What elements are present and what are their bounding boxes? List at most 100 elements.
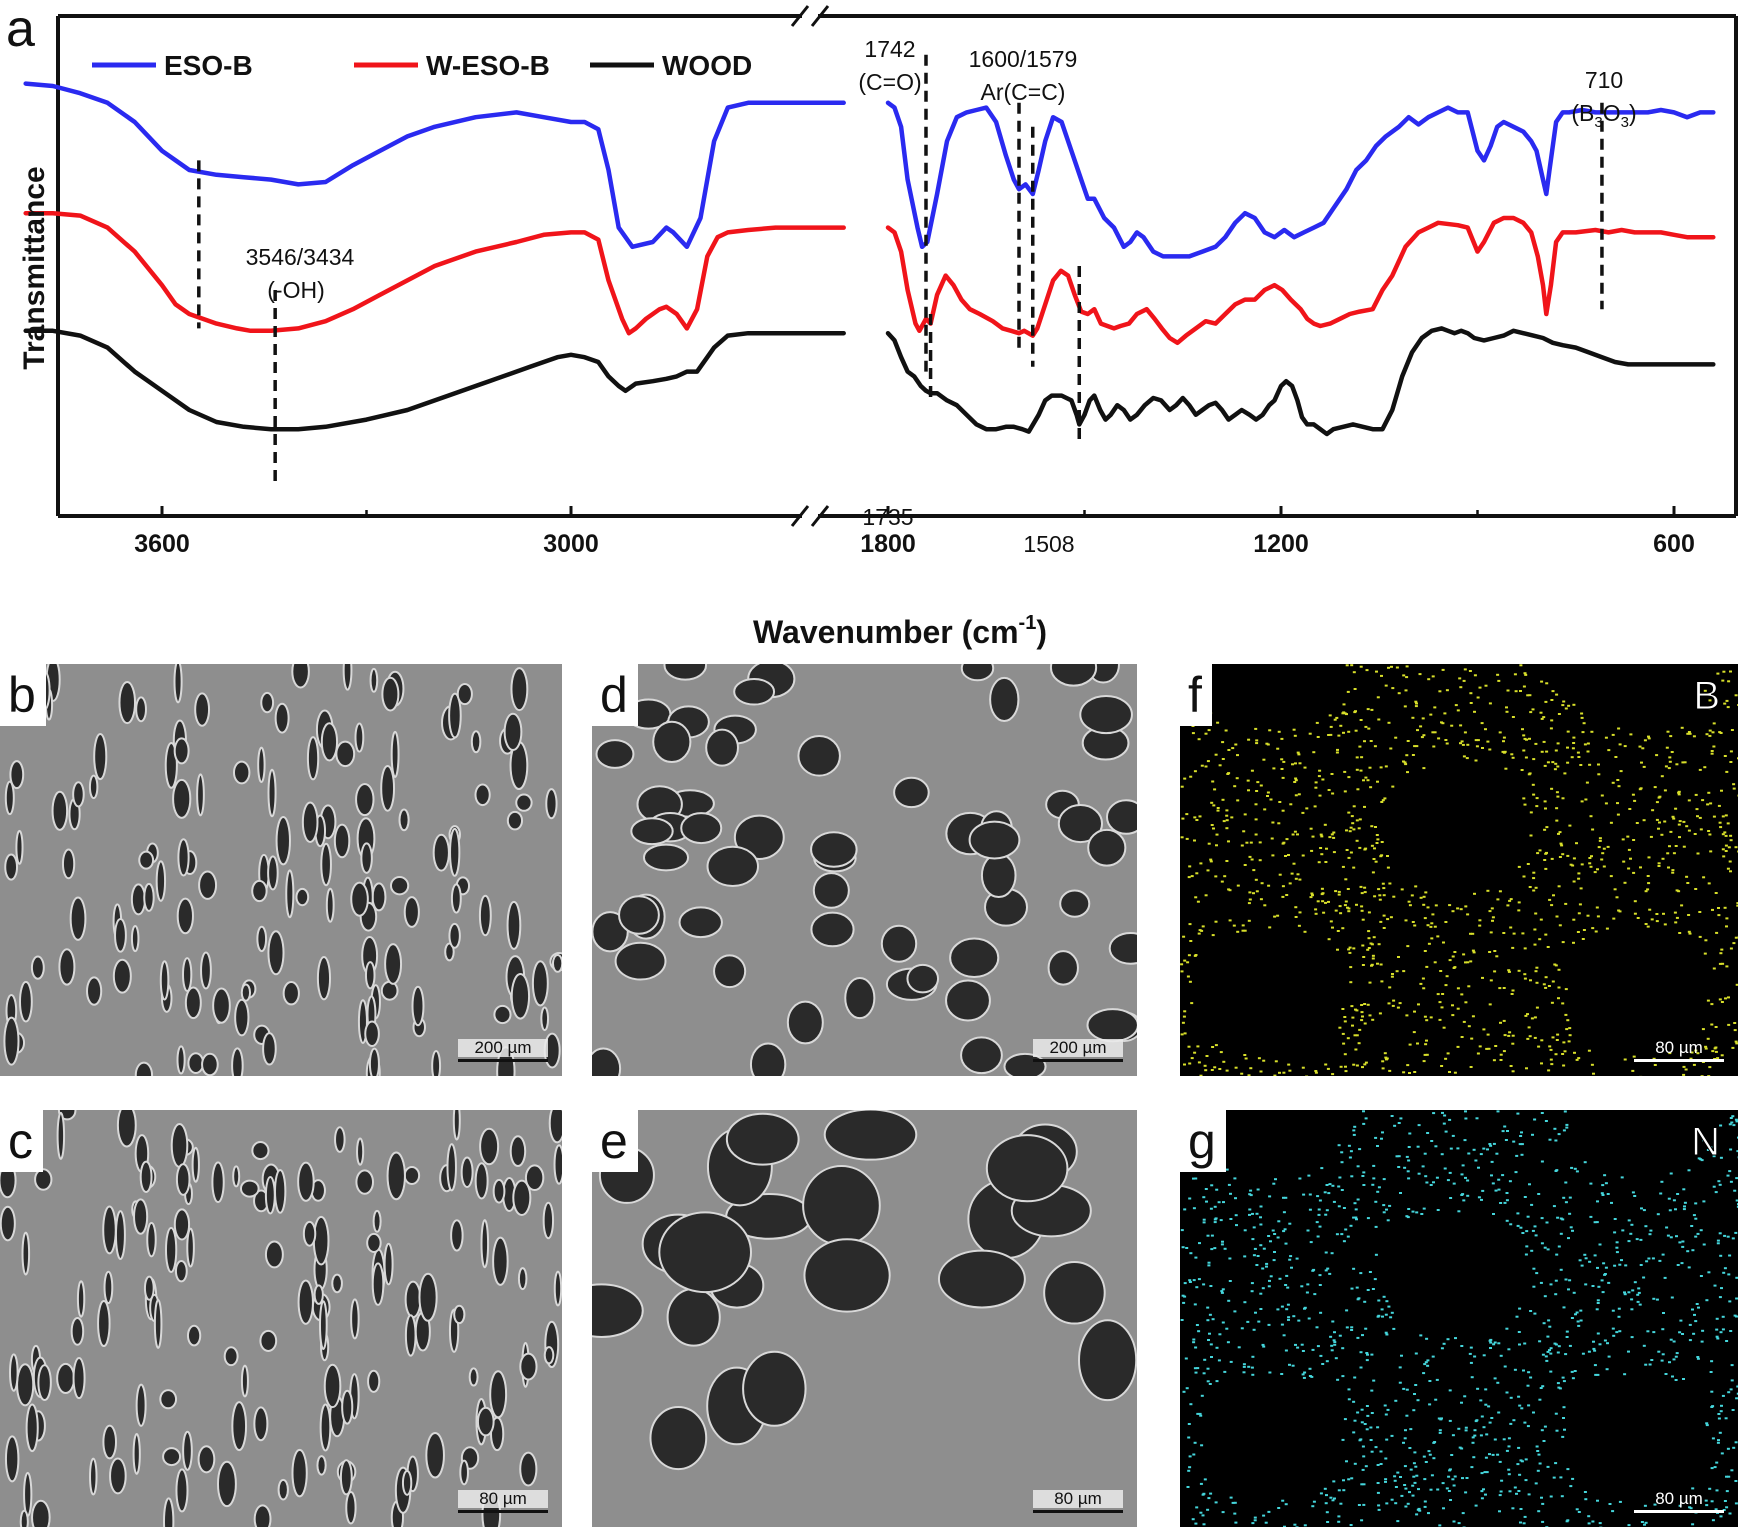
eds-dot-f-1646 [1580, 716, 1584, 719]
eds-dot-f-1394 [1737, 794, 1738, 797]
eds-dot-g-756 [1681, 1333, 1684, 1335]
eds-dot-g-328 [1530, 1203, 1534, 1206]
eds-dot-f-167 [1433, 925, 1437, 928]
eds-dot-g-1344 [1394, 1502, 1398, 1505]
eds-dot-g-922 [1379, 1450, 1383, 1453]
eds-dot-g-1306 [1364, 1465, 1368, 1468]
eds-dot-g-1322 [1202, 1196, 1206, 1199]
scalebar-b: 200 µm [458, 1039, 548, 1062]
eds-dot-g-1544 [1359, 1366, 1363, 1369]
eds-dot-g-20 [1732, 1446, 1736, 1449]
eds-dot-g-704 [1538, 1340, 1542, 1343]
sem-pore-b-140 [198, 870, 218, 900]
eds-dot-g-960 [1209, 1492, 1213, 1495]
eds-dot-g-997 [1218, 1333, 1222, 1336]
eds-dot-g-629 [1256, 1188, 1260, 1191]
eds-dot-f-947 [1391, 973, 1394, 975]
sem-pore-b-32 [380, 764, 396, 812]
eds-dot-g-1340 [1404, 1505, 1408, 1508]
eds-dot-f-1058 [1347, 776, 1351, 779]
eds-dot-g-843 [1272, 1182, 1276, 1185]
eds-dot-g-103 [1331, 1184, 1335, 1187]
eds-dot-g-344 [1464, 1176, 1467, 1179]
eds-dot-f-252 [1694, 793, 1698, 796]
eds-dot-g-1026 [1488, 1339, 1492, 1342]
eds-dot-f-94 [1469, 932, 1472, 935]
eds-dot-f-1261 [1414, 885, 1418, 888]
sem-pore-b-14 [316, 956, 332, 1001]
eds-dot-f-359 [1488, 910, 1492, 913]
eds-dot-f-512 [1728, 860, 1732, 863]
sem-pore-b-123 [493, 1004, 512, 1025]
eds-dot-g-1362 [1368, 1271, 1372, 1273]
sem-pore-e-18 [742, 1350, 807, 1427]
sem-pore-b-59 [194, 692, 211, 727]
eds-dot-f-750 [1236, 754, 1239, 757]
eds-dot-g-1626 [1267, 1323, 1271, 1326]
eds-dot-f-235 [1410, 894, 1414, 897]
eds-dot-f-452 [1671, 815, 1675, 818]
eds-dot-g-557 [1192, 1341, 1196, 1344]
sem-pore-e-3 [1043, 1261, 1106, 1325]
eds-dot-g-82 [1613, 1264, 1617, 1267]
eds-dot-g-1285 [1579, 1309, 1583, 1312]
eds-dot-f-454 [1212, 804, 1216, 807]
eds-dot-f-579 [1408, 1043, 1412, 1046]
eds-dot-g-1553 [1731, 1237, 1735, 1240]
eds-dot-f-420 [1287, 854, 1290, 856]
eds-dot-f-471 [1590, 1063, 1594, 1066]
eds-dot-f-348 [1718, 821, 1722, 824]
sem-pore-d-47 [618, 895, 660, 935]
eds-dot-f-1552 [1517, 865, 1521, 868]
eds-dot-f-445 [1442, 941, 1445, 944]
sem-pore-b-88 [4, 780, 15, 816]
eds-dot-f-1112 [1287, 1063, 1291, 1066]
sem-pore-c-58 [182, 1430, 193, 1471]
sem-pore-c-83 [253, 1504, 272, 1527]
eds-dot-f-31 [1355, 1034, 1359, 1037]
eds-dot-g-1632 [1548, 1138, 1552, 1141]
eds-dot-f-594 [1334, 890, 1338, 893]
panel-label-d: d [592, 664, 638, 726]
eds-dot-g-1221 [1207, 1261, 1211, 1264]
sem-pore-c-9 [16, 1363, 35, 1407]
eds-dot-f-1134 [1352, 1063, 1356, 1066]
eds-dot-g-1015 [1554, 1279, 1558, 1282]
eds-dot-g-1130 [1485, 1433, 1489, 1436]
eds-dot-f-214 [1342, 1042, 1346, 1045]
eds-dot-f-1598 [1303, 766, 1307, 769]
eds-dot-g-1215 [1618, 1500, 1622, 1503]
eds-dot-g-1145 [1428, 1453, 1432, 1456]
eds-dot-f-805 [1185, 813, 1189, 816]
eds-dot-f-1621 [1405, 665, 1409, 668]
eds-dot-g-1418 [1308, 1193, 1312, 1196]
eds-dot-g-942 [1730, 1121, 1734, 1124]
eds-dot-f-1168 [1725, 917, 1729, 920]
eds-dot-f-578 [1655, 754, 1659, 757]
eds-dot-f-723 [1351, 1016, 1355, 1019]
eds-dot-f-518 [1391, 785, 1395, 788]
eds-dot-f-1226 [1490, 907, 1494, 910]
eds-dot-g-502 [1382, 1295, 1386, 1298]
eds-dot-f-869 [1488, 748, 1492, 751]
eds-dot-g-1240 [1505, 1391, 1509, 1394]
series-eso-b-right [885, 100, 1716, 259]
eds-dot-f-132 [1339, 724, 1343, 727]
eds-dot-g-343 [1415, 1211, 1419, 1214]
eds-dot-f-1416 [1320, 835, 1324, 838]
ftir-chart: a 3600 3000 1800 1200 600 ESO-B W-ESO-B WOOD 3… [6, 0, 1738, 650]
eds-dot-g-1299 [1480, 1472, 1484, 1475]
eds-dot-f-487 [1460, 740, 1464, 743]
eds-dot-f-596 [1387, 666, 1390, 669]
eds-dot-g-1023 [1268, 1279, 1271, 1282]
eds-dot-g-1316 [1217, 1201, 1221, 1204]
eds-dot-f-1209 [1646, 925, 1650, 928]
eds-dot-f-1272 [1191, 725, 1195, 727]
eds-dot-g-44 [1361, 1334, 1364, 1337]
eds-dot-f-682 [1709, 802, 1713, 805]
eds-dot-f-300 [1717, 907, 1720, 909]
eds-dot-f-1491 [1377, 888, 1381, 891]
eds-dot-f-1063 [1707, 1075, 1711, 1076]
eds-dot-f-1297 [1580, 863, 1584, 866]
eds-dot-f-1685 [1281, 895, 1285, 898]
